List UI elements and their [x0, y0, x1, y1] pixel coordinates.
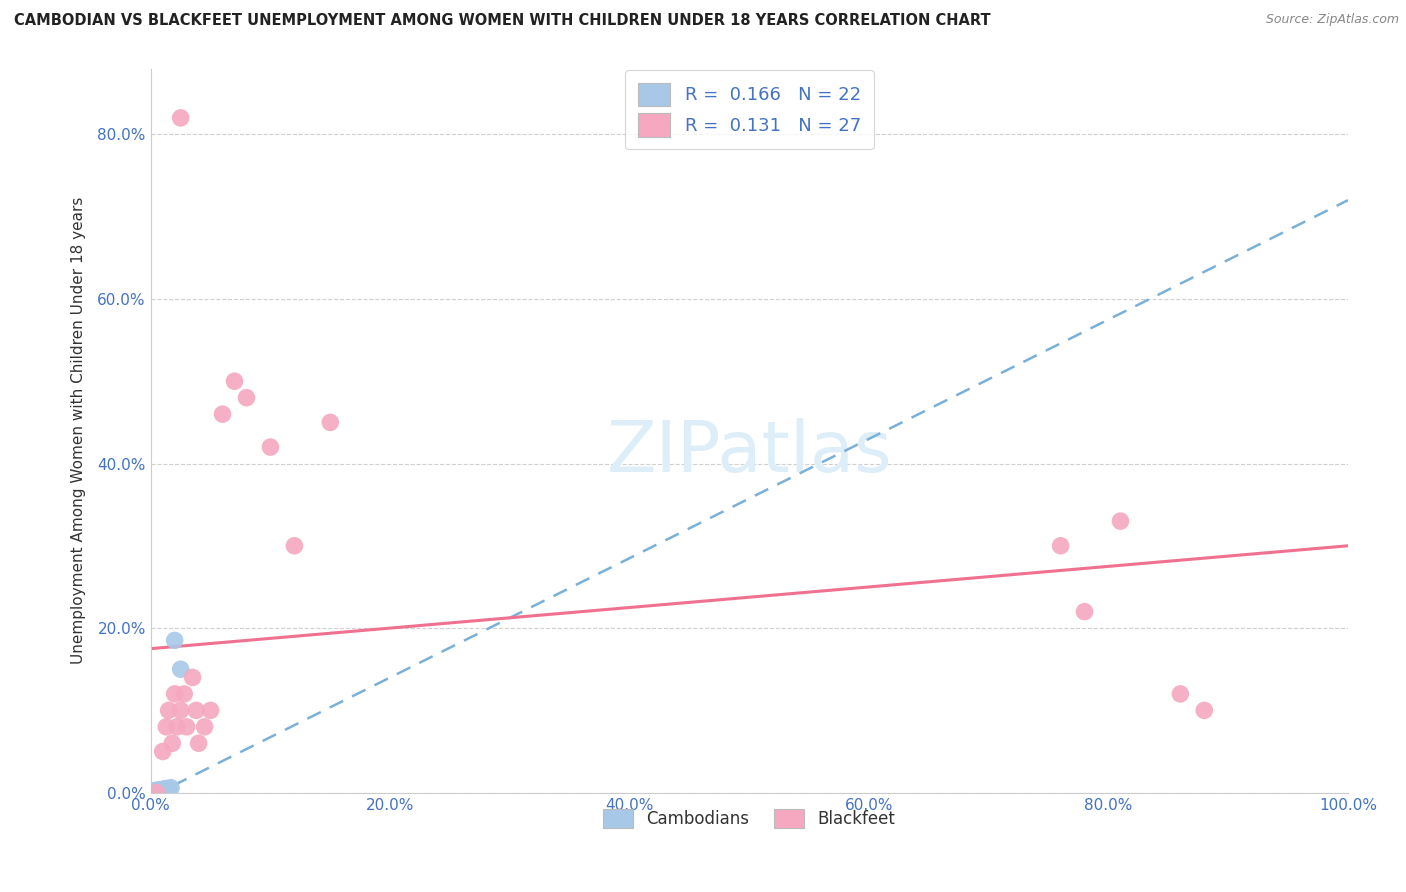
Point [166, 720, 188, 734]
Point [145, 786, 167, 800]
Point [224, 374, 246, 388]
Point [145, 784, 167, 798]
Point [163, 687, 186, 701]
Point [169, 703, 191, 717]
Point [235, 391, 257, 405]
Text: CAMBODIAN VS BLACKFEET UNEMPLOYMENT AMONG WOMEN WITH CHILDREN UNDER 18 YEARS COR: CAMBODIAN VS BLACKFEET UNEMPLOYMENT AMON… [14, 13, 991, 29]
Point [148, 783, 170, 797]
Point [148, 784, 170, 798]
Point [157, 781, 180, 796]
Point [1049, 539, 1071, 553]
Point [169, 662, 191, 676]
Legend: Cambodians, Blackfeet: Cambodians, Blackfeet [596, 803, 903, 835]
Point [200, 703, 222, 717]
Point [1168, 687, 1191, 701]
Point [149, 783, 172, 797]
Point [157, 703, 180, 717]
Point [152, 782, 174, 797]
Point [176, 720, 198, 734]
Point [319, 415, 342, 429]
Point [143, 784, 166, 798]
Point [194, 720, 217, 734]
Point [181, 670, 204, 684]
Point [1073, 605, 1095, 619]
Point [186, 703, 208, 717]
Point [153, 782, 176, 797]
Point [211, 407, 233, 421]
Point [155, 720, 177, 734]
Point [187, 736, 209, 750]
Point [163, 633, 186, 648]
Point [152, 783, 174, 797]
Point [169, 111, 191, 125]
Point [145, 783, 167, 797]
Point [141, 786, 163, 800]
Point [143, 785, 166, 799]
Point [155, 781, 177, 796]
Point [160, 780, 183, 795]
Point [146, 784, 169, 798]
Point [162, 736, 184, 750]
Point [142, 785, 165, 799]
Text: Source: ZipAtlas.com: Source: ZipAtlas.com [1265, 13, 1399, 27]
Point [283, 539, 305, 553]
Point [150, 783, 173, 797]
Point [173, 687, 195, 701]
Point [1194, 703, 1216, 717]
Point [153, 782, 176, 797]
Point [145, 785, 167, 799]
Point [1109, 514, 1132, 528]
Point [152, 745, 174, 759]
Point [259, 440, 281, 454]
Text: ZIPatlas: ZIPatlas [606, 417, 893, 487]
Point [145, 784, 167, 798]
Y-axis label: Unemployment Among Women with Children Under 18 years: Unemployment Among Women with Children U… [72, 197, 86, 665]
